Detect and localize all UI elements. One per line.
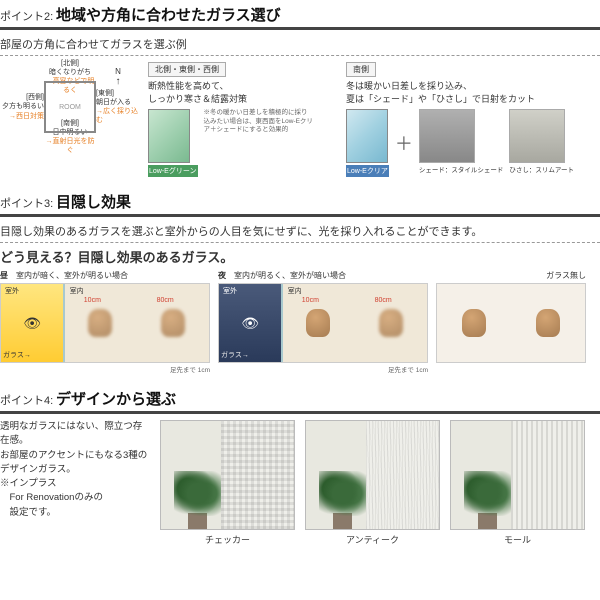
compass-east: [東側]	[96, 89, 140, 98]
teddy-blur	[161, 309, 185, 337]
room-box: ROOM	[44, 81, 96, 133]
dist-10: 10cm	[84, 297, 101, 304]
design-mole: モール	[450, 420, 585, 546]
lowe-green-label: Low-Eグリーン	[148, 165, 198, 177]
glass-south: 南側 冬は暖かい日差しを採り込み、 夏は「シェード」や「ひさし」で日射をカット …	[346, 62, 596, 177]
point2-label: ポイント2:	[0, 11, 53, 23]
point3-label: ポイント3:	[0, 198, 53, 210]
shade-photo: シェード：スタイルシェード	[419, 109, 504, 174]
glass-arrow: ガラス→	[3, 350, 31, 360]
foot-note: 足先まで 1cm	[218, 364, 428, 374]
antique-caption: アンティーク	[305, 533, 440, 546]
label-out: 室外	[223, 286, 237, 296]
point4-label: ポイント4:	[0, 395, 53, 407]
vis-day-tag: 昼	[0, 271, 8, 280]
compass-east-desc: 朝日が入る	[96, 98, 140, 107]
compass-west-desc: 夕方も明るい	[0, 102, 44, 111]
glass-desc-south: 冬は暖かい日差しを採り込み、 夏は「シェード」や「ひさし」で日射をカット	[346, 80, 596, 105]
point2-sub: 部屋の方角に合わせてガラスを選ぶ例	[0, 36, 600, 56]
shade-caption: シェード：スタイルシェード	[419, 164, 504, 174]
compass-east-action: →広く採り込む	[96, 107, 140, 125]
teddy-blur	[379, 309, 403, 337]
compass-diagram: [北側] 暗くなりがち →高窓などで明るく N↑ [西側] 夕方も明るい →西日…	[0, 62, 140, 177]
foot-note: 足先まで 1cm	[0, 364, 210, 374]
eaves-photo: ひさし：スリムアート	[509, 109, 574, 174]
point2-title: 地域や方角に合わせたガラス選び	[56, 7, 281, 24]
eye-icon: 👁	[241, 315, 259, 332]
vis-noglass-panel: ガラス無し	[436, 270, 586, 374]
point4-body: 透明なガラスにはない、際立つ存在感。 お部屋のアクセントにもなる3種のデザインガ…	[0, 420, 600, 546]
teddy	[536, 309, 560, 337]
label-in: 室内	[288, 286, 302, 296]
dist-80: 80cm	[157, 297, 174, 304]
point3-header: ポイント3: 目隠し効果	[0, 187, 600, 217]
compass-south-action: →直射日光を防ぐ	[44, 137, 96, 155]
design-checker: チェッカー	[160, 420, 295, 546]
point4-header: ポイント4: デザインから選ぶ	[0, 384, 600, 414]
point2-body: [北側] 暗くなりがち →高窓などで明るく N↑ [西側] 夕方も明るい →西日…	[0, 62, 600, 177]
dist-10: 10cm	[302, 297, 319, 304]
compass-north: [北側]	[44, 59, 96, 68]
glass-desc-new: 断熱性能を高めて、 しっかり寒さ＆結露対策	[148, 80, 338, 105]
checker-caption: チェッカー	[160, 533, 295, 546]
visibility-row: 昼 室内が暗く、室外が明るい場合 👁 10cm 80cm 室外 室内 ガラス→ …	[0, 270, 600, 374]
label-in: 室内	[70, 286, 84, 296]
glass-tag-new: 北側・東側・西側	[148, 62, 226, 77]
vis-night-panel: 夜 室内が明るく、室外が暗い場合 👁 10cm 80cm 室外 室内 ガラス→ …	[218, 270, 428, 374]
point3-title: 目隠し効果	[56, 194, 131, 211]
point2-header: ポイント2: 地域や方角に合わせたガラス選び	[0, 0, 600, 30]
lowe-clear-glass: Low-Eクリア	[346, 109, 389, 177]
label-out: 室外	[5, 286, 19, 296]
lowe-green-glass: Low-Eグリーン	[148, 109, 198, 177]
teddy	[306, 309, 330, 337]
teddy-blur	[88, 309, 112, 337]
noglass-title: ガラス無し	[436, 270, 586, 281]
plus-icon: ＋	[395, 130, 413, 156]
point4-title: デザインから選ぶ	[56, 391, 176, 408]
glass-note: ※冬の暖かい日差しを積極的に採り込みたい場合は、東西面をLow-Eクリア＋シェー…	[204, 109, 314, 134]
vis-night-cond: 室内が明るく、室外が暗い場合	[234, 271, 346, 280]
mole-caption: モール	[450, 533, 585, 546]
design-antique: アンティーク	[305, 420, 440, 546]
glass-arrow: ガラス→	[221, 350, 249, 360]
eaves-caption: ひさし：スリムアート	[509, 164, 574, 174]
teddy	[462, 309, 486, 337]
lowe-clear-label: Low-Eクリア	[346, 165, 389, 177]
point4-text: 透明なガラスにはない、際立つ存在感。 お部屋のアクセントにもなる3種のデザインガ…	[0, 420, 150, 546]
vis-day-cond: 室内が暗く、室外が明るい場合	[16, 271, 128, 280]
vis-day-panel: 昼 室内が暗く、室外が明るい場合 👁 10cm 80cm 室外 室内 ガラス→ …	[0, 270, 210, 374]
glass-north-east-west: 北側・東側・西側 断熱性能を高めて、 しっかり寒さ＆結露対策 Low-Eグリーン…	[148, 62, 338, 177]
point3-question: どう見える？目隠し効果のあるガラス。	[0, 247, 600, 266]
compass-west-action: →西日対策	[0, 112, 44, 121]
eye-icon: 👁	[23, 315, 41, 332]
glass-tag-south: 南側	[346, 62, 376, 77]
compass-north-desc: 暗くなりがち	[44, 68, 96, 77]
vis-night-tag: 夜	[218, 271, 226, 280]
compass-n-mark: N↑	[96, 67, 140, 87]
compass-west: [西側]	[0, 93, 44, 102]
point3-lead: 目隠し効果のあるガラスを選ぶと室外からの人目を気にせずに、光を採り入れることがで…	[0, 223, 600, 243]
dist-80: 80cm	[375, 297, 392, 304]
